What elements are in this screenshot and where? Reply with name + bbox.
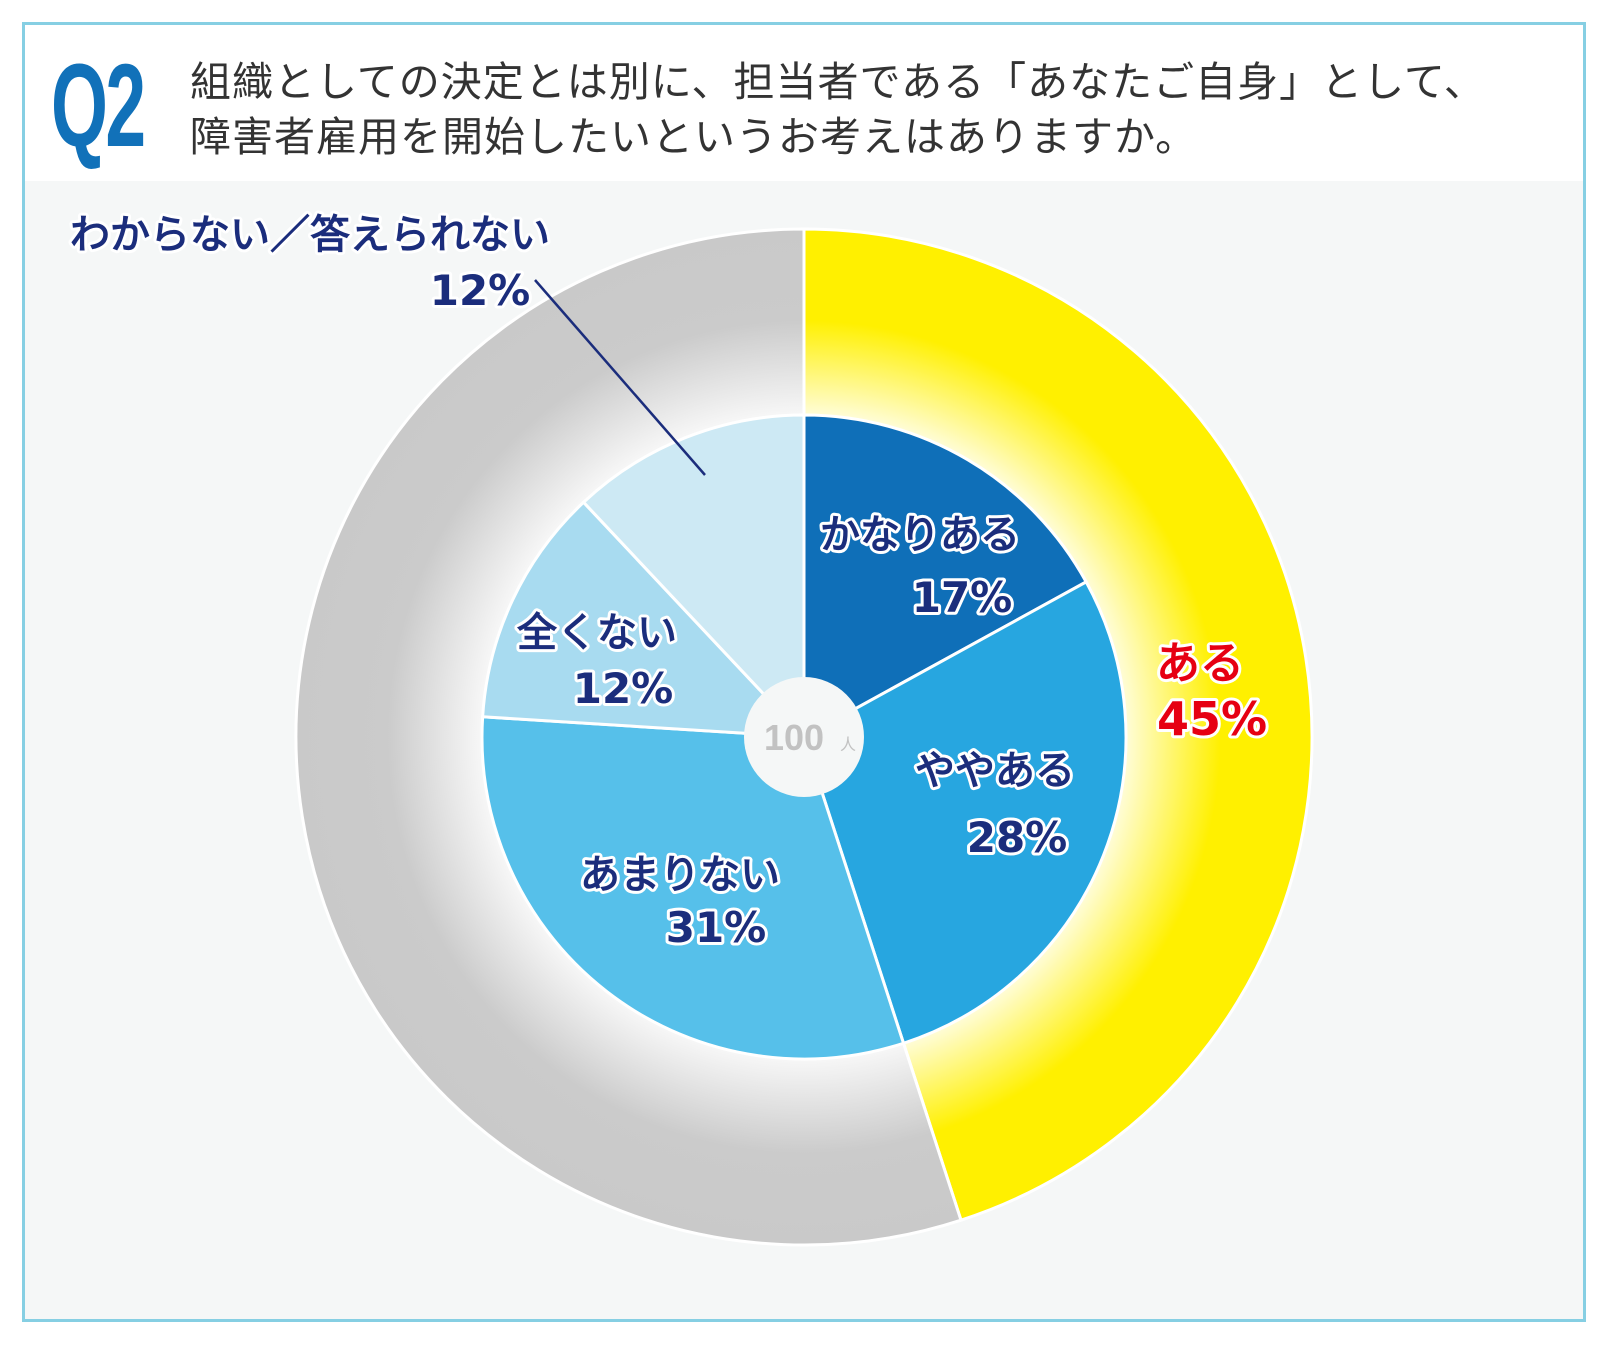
slice-value-2: 31% — [666, 903, 767, 952]
slice-label-2: あまりない — [580, 852, 780, 898]
inner-slice-4 — [581, 413, 806, 741]
slice-value-0: 17% — [912, 573, 1013, 622]
slice-value-3: 12% — [573, 664, 674, 713]
center-count: 100 — [764, 717, 824, 758]
slice-label-1: ややある — [915, 748, 1075, 794]
center-unit: 人 — [840, 735, 856, 754]
slice-value-1: 28% — [967, 813, 1068, 862]
slice-label-4: わからない／答えられない — [70, 212, 550, 258]
question-number: Q2 — [51, 40, 146, 172]
slice-value-4: 12% — [430, 266, 531, 315]
question-text-line1: 組織としての決定とは別に、担当者である「あなたご自身」として、 — [190, 58, 1486, 106]
center-circle — [744, 677, 864, 797]
inner-slice-2 — [480, 715, 906, 1061]
question-text-line2: 障害者雇用を開始したいというお考えはありますか。 — [190, 113, 1198, 161]
slice-label-0: かなりある — [820, 512, 1020, 558]
inner-slice-1 — [802, 579, 1128, 1046]
inner-slice-0 — [802, 413, 1089, 740]
leader-line — [534, 279, 706, 476]
outer-label-aru: ある — [1156, 638, 1244, 689]
inner-slice-3 — [481, 500, 808, 739]
slice-label-3: 全くない — [516, 610, 677, 656]
outer-value-aru: 45% — [1157, 692, 1267, 746]
